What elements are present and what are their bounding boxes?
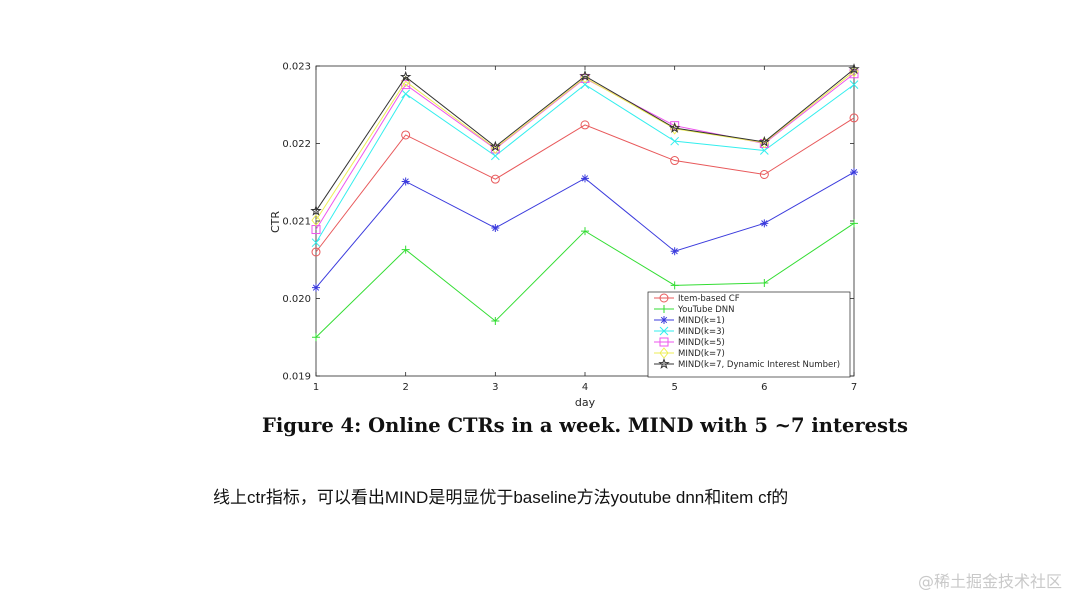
data-point	[311, 238, 321, 248]
legend-marker	[659, 337, 669, 347]
data-point	[401, 89, 411, 99]
legend-marker	[658, 357, 670, 369]
legend-label: Item-based CF	[678, 294, 740, 304]
data-point	[670, 247, 679, 256]
x-tick-label: 5	[671, 382, 677, 393]
data-point	[310, 204, 322, 216]
x-tick-label: 3	[492, 382, 498, 393]
legend-label: MIND(k=7)	[678, 349, 725, 359]
y-tick-label: 0.023	[282, 62, 311, 73]
y-tick-label: 0.020	[282, 294, 311, 305]
legend-box	[647, 291, 851, 378]
data-point	[670, 156, 680, 166]
x-tick-label: 2	[402, 382, 408, 393]
watermark: @稀土掘金技术社区	[917, 572, 1062, 591]
series-0	[311, 113, 859, 257]
plot-area	[310, 63, 860, 377]
x-tick-label: 7	[851, 382, 857, 393]
data-point	[581, 174, 589, 183]
data-point	[581, 227, 589, 236]
data-point	[760, 219, 769, 228]
data-point	[850, 168, 858, 177]
legend-label: MIND(k=7, Dynamic Interest Number)	[678, 360, 840, 370]
legend-entry: YouTube DNN	[654, 305, 735, 315]
x-tick-label: 6	[761, 382, 767, 393]
data-point	[490, 174, 500, 184]
data-point	[760, 279, 769, 287]
y-tick-label: 0.021	[282, 217, 311, 228]
legend-entry: MIND(k=7, Dynamic Interest Number)	[654, 357, 840, 370]
legend-marker	[659, 326, 669, 336]
data-point	[758, 135, 771, 147]
legend-label: MIND(k=1)	[678, 316, 725, 326]
series-line	[315, 68, 855, 212]
data-point	[311, 214, 321, 227]
x-tick-label: 1	[313, 382, 319, 393]
data-point	[399, 70, 412, 82]
legend-entry: MIND(k=1)	[654, 316, 725, 326]
legend-label: MIND(k=5)	[678, 338, 725, 348]
series-line	[315, 117, 855, 253]
legend-marker	[660, 316, 668, 324]
data-point	[849, 65, 859, 78]
axis-ticks: 1 2 3 4 5 6 7 0.019 0.020 0.021 0.022 0.023	[282, 62, 857, 394]
data-point	[311, 247, 321, 257]
data-point	[849, 113, 859, 123]
y-tick-label: 0.022	[282, 139, 311, 150]
data-point	[312, 333, 320, 342]
legend-entry: MIND(k=5)	[654, 337, 725, 348]
data-point	[668, 121, 681, 133]
x-tick-label: 4	[582, 382, 588, 393]
data-point	[401, 177, 410, 186]
legend-entry: Item-based CF	[654, 293, 740, 304]
data-point	[848, 63, 860, 74]
data-point	[580, 120, 590, 130]
series-2	[312, 168, 858, 292]
data-point	[670, 122, 680, 135]
data-point	[849, 80, 859, 89]
data-point	[670, 136, 680, 146]
data-point	[491, 316, 500, 325]
data-point	[759, 170, 769, 179]
data-point	[491, 223, 500, 232]
data-point	[401, 245, 410, 254]
y-tick-label: 0.019	[282, 372, 311, 383]
data-point	[489, 140, 502, 152]
data-point	[401, 130, 411, 140]
legend-marker	[660, 305, 668, 313]
legend-label: MIND(k=3)	[678, 327, 725, 337]
figure-caption: Figure 4: Online CTRs in a week. MIND wi…	[262, 414, 909, 437]
data-point	[670, 281, 679, 290]
legend-label: YouTube DNN	[677, 305, 735, 315]
data-point	[312, 283, 320, 292]
legend-marker	[659, 293, 669, 303]
legend-entry: MIND(k=3)	[654, 326, 725, 337]
x-axis-title: day	[575, 396, 596, 409]
y-axis-title: CTR	[269, 211, 282, 233]
series-6	[310, 63, 860, 216]
data-point	[579, 70, 591, 81]
summary-note: 线上ctr指标，可以看出MIND是明显优于baseline方法youtube d…	[213, 488, 789, 507]
